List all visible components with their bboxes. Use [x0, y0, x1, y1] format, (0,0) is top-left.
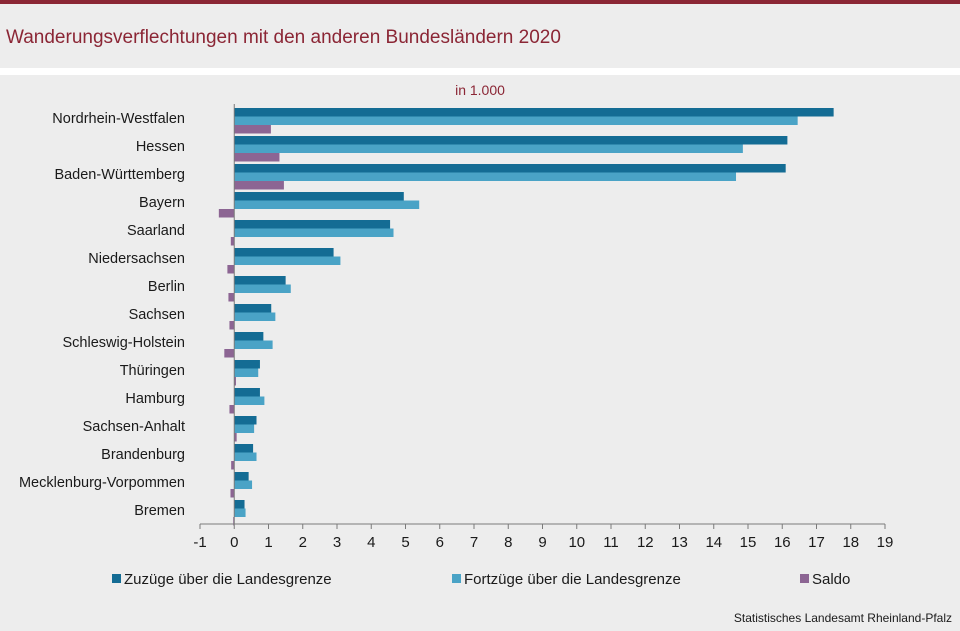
- source-note: Statistisches Landesamt Rheinland-Pfalz: [733, 611, 952, 625]
- bar-fortzuege-hessen: [234, 144, 743, 153]
- bar-zuzuege-bayern: [234, 192, 404, 201]
- bar-saldo-saarland: [230, 237, 235, 246]
- bar-saldo-thueringen: [234, 377, 236, 386]
- bar-zuzuege-hessen: [234, 136, 788, 145]
- category-label-saarland: Saarland: [127, 223, 185, 239]
- x-tick-label: 11: [603, 534, 619, 551]
- x-tick-label: 12: [637, 534, 654, 551]
- bar-zuzuege-schleswig-holstein: [234, 332, 264, 341]
- category-label-hessen: Hessen: [136, 139, 185, 155]
- chart-title: Wanderungsverflechtungen mit den anderen…: [6, 27, 561, 48]
- bar-saldo-niedersachsen: [227, 265, 235, 274]
- x-tick-label: 15: [740, 534, 757, 551]
- x-tick-label: 8: [504, 534, 512, 551]
- legend-label-saldo: Saldo: [812, 571, 850, 588]
- x-tick-label: -1: [193, 534, 206, 551]
- legend-swatch-saldo: [800, 574, 809, 583]
- top-accent-rule: [0, 0, 960, 4]
- x-tick-label: 6: [436, 534, 444, 551]
- x-tick-label: 0: [230, 534, 238, 551]
- bar-zuzuege-niedersachsen: [234, 248, 334, 257]
- bar-zuzuege-baden-wuerttemberg: [234, 164, 786, 173]
- bar-saldo-nordrhein-westfalen: [234, 125, 271, 134]
- category-label-mecklenburg-vorpommen: Mecklenburg-Vorpommen: [19, 475, 185, 491]
- bar-saldo-hamburg: [229, 405, 235, 414]
- x-tick-label: 4: [367, 534, 375, 551]
- bar-fortzuege-baden-wuerttemberg: [234, 172, 737, 181]
- bar-fortzuege-sachsen: [234, 312, 276, 321]
- category-label-sachsen-anhalt: Sachsen-Anhalt: [83, 419, 185, 435]
- bar-saldo-hessen: [234, 153, 280, 162]
- bars-group: [218, 108, 834, 526]
- legend-swatch-fortzuege: [452, 574, 461, 583]
- bar-saldo-sachsen-anhalt: [234, 433, 237, 442]
- bar-fortzuege-berlin: [234, 284, 291, 293]
- bar-zuzuege-brandenburg: [234, 444, 254, 453]
- bar-zuzuege-sachsen: [234, 304, 272, 313]
- bar-saldo-bremen: [233, 517, 235, 526]
- x-tick-label: 7: [470, 534, 478, 551]
- unit-label: in 1.000: [455, 82, 505, 98]
- bar-fortzuege-schleswig-holstein: [234, 340, 273, 349]
- bar-fortzuege-bayern: [234, 200, 420, 209]
- x-tick-label: 14: [705, 534, 722, 551]
- bar-zuzuege-berlin: [234, 276, 286, 285]
- legend-swatch-zuzuege: [112, 574, 121, 583]
- category-label-bayern: Bayern: [139, 195, 185, 211]
- bar-zuzuege-hamburg: [234, 388, 260, 397]
- bar-saldo-berlin: [228, 293, 235, 302]
- bar-saldo-mecklenburg-vorpommen: [230, 489, 235, 498]
- bar-saldo-baden-wuerttemberg: [234, 181, 284, 190]
- x-tick-label: 10: [568, 534, 585, 551]
- bar-zuzuege-bremen: [234, 500, 245, 509]
- bar-fortzuege-thueringen: [234, 368, 259, 377]
- x-tick-label: 9: [538, 534, 546, 551]
- bar-zuzuege-sachsen-anhalt: [234, 416, 257, 425]
- bar-saldo-brandenburg: [231, 461, 235, 470]
- category-labels: Nordrhein-Westfalen Hessen Baden-Württembe…: [19, 111, 185, 519]
- x-tick-label: 19: [877, 534, 894, 551]
- bar-fortzuege-hamburg: [234, 396, 265, 405]
- category-label-niedersachsen: Niedersachsen: [88, 251, 185, 267]
- bar-fortzuege-saarland: [234, 228, 394, 237]
- category-label-nordrhein-westfalen: Nordrhein-Westfalen: [52, 111, 185, 127]
- bar-fortzuege-nordrhein-westfalen: [234, 116, 798, 125]
- x-tick-label: 13: [671, 534, 688, 551]
- x-tick-label: 2: [299, 534, 307, 551]
- category-label-sachsen: Sachsen: [129, 307, 185, 323]
- x-tick-label: 1: [264, 534, 272, 551]
- x-tick-label: 16: [774, 534, 791, 551]
- x-tick-label: 18: [842, 534, 859, 551]
- bar-saldo-schleswig-holstein: [224, 349, 235, 358]
- bar-fortzuege-sachsen-anhalt: [234, 424, 255, 433]
- category-label-thueringen: Thüringen: [120, 363, 185, 379]
- category-label-hamburg: Hamburg: [125, 391, 185, 407]
- category-label-baden-wuerttemberg: Baden-Württemberg: [54, 167, 185, 183]
- bar-fortzuege-mecklenburg-vorpommen: [234, 480, 253, 489]
- x-tick-label: 17: [808, 534, 825, 551]
- bar-zuzuege-saarland: [234, 220, 391, 229]
- bar-fortzuege-brandenburg: [234, 452, 257, 461]
- title-separator: [0, 68, 960, 75]
- axes-group: -1 0 1 2 3 4 5 6 7 8 9 10 11 12 13 14 15 16 17 18 19: [193, 104, 893, 551]
- category-label-brandenburg: Brandenburg: [101, 447, 185, 463]
- x-tick-label: 3: [333, 534, 341, 551]
- category-label-schleswig-holstein: Schleswig-Holstein: [63, 335, 186, 351]
- bar-zuzuege-nordrhein-westfalen: [234, 108, 834, 117]
- bar-zuzuege-thueringen: [234, 360, 260, 369]
- category-label-berlin: Berlin: [148, 279, 185, 295]
- category-label-bremen: Bremen: [134, 503, 185, 519]
- legend-label-fortzuege: Fortzüge über die Landesgrenze: [464, 571, 681, 588]
- bar-fortzuege-niedersachsen: [234, 256, 341, 265]
- bar-saldo-bayern: [218, 209, 235, 218]
- legend: Zuzüge über die Landesgrenze Fortzüge übe…: [112, 571, 850, 588]
- x-tick-label: 5: [401, 534, 409, 551]
- bar-fortzuege-bremen: [234, 508, 246, 517]
- legend-label-zuzuege: Zuzüge über die Landesgrenze: [124, 571, 332, 588]
- bar-zuzuege-mecklenburg-vorpommen: [234, 472, 249, 481]
- bar-saldo-sachsen: [229, 321, 235, 330]
